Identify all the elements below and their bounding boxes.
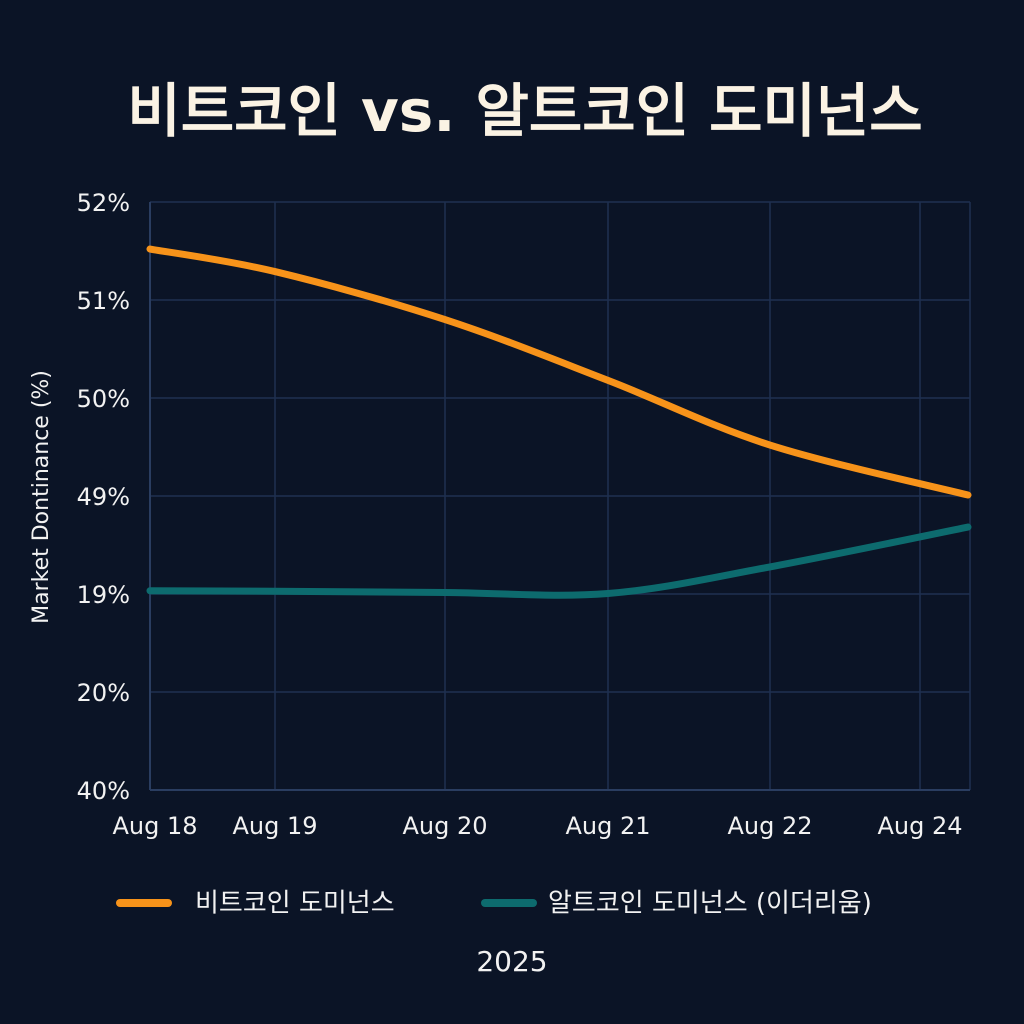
y-axis-label: Market Dontinance (%) <box>29 370 54 624</box>
x-tick-label: Aug 19 <box>232 812 317 840</box>
legend-label: 비트코인 도미넌스 <box>195 889 395 919</box>
y-tick-label: 50% <box>77 385 130 413</box>
chart-title: 비트코인 vs. 알트코인 도미넌스 <box>127 77 922 145</box>
y-tick-label: 49% <box>77 483 130 511</box>
y-tick-label: 19% <box>77 581 130 609</box>
line <box>146 523 972 599</box>
line <box>146 245 972 499</box>
x-tick-label: Aug 24 <box>877 812 962 840</box>
x-tick-label: Aug 22 <box>727 812 812 840</box>
x-tick-label: Aug 18 <box>112 812 197 840</box>
legend-label: 알트코인 도미넌스 (이더리움) <box>548 889 872 919</box>
x-axis-label: 2025 <box>476 945 547 978</box>
y-tick-label: 40% <box>77 777 130 805</box>
x-tick-label: Aug 21 <box>565 812 650 840</box>
x-tick-label: Aug 20 <box>402 812 487 840</box>
y-tick-label: 20% <box>77 679 130 707</box>
y-tick-label: 52% <box>77 189 130 217</box>
y-tick-label: 51% <box>77 287 130 315</box>
